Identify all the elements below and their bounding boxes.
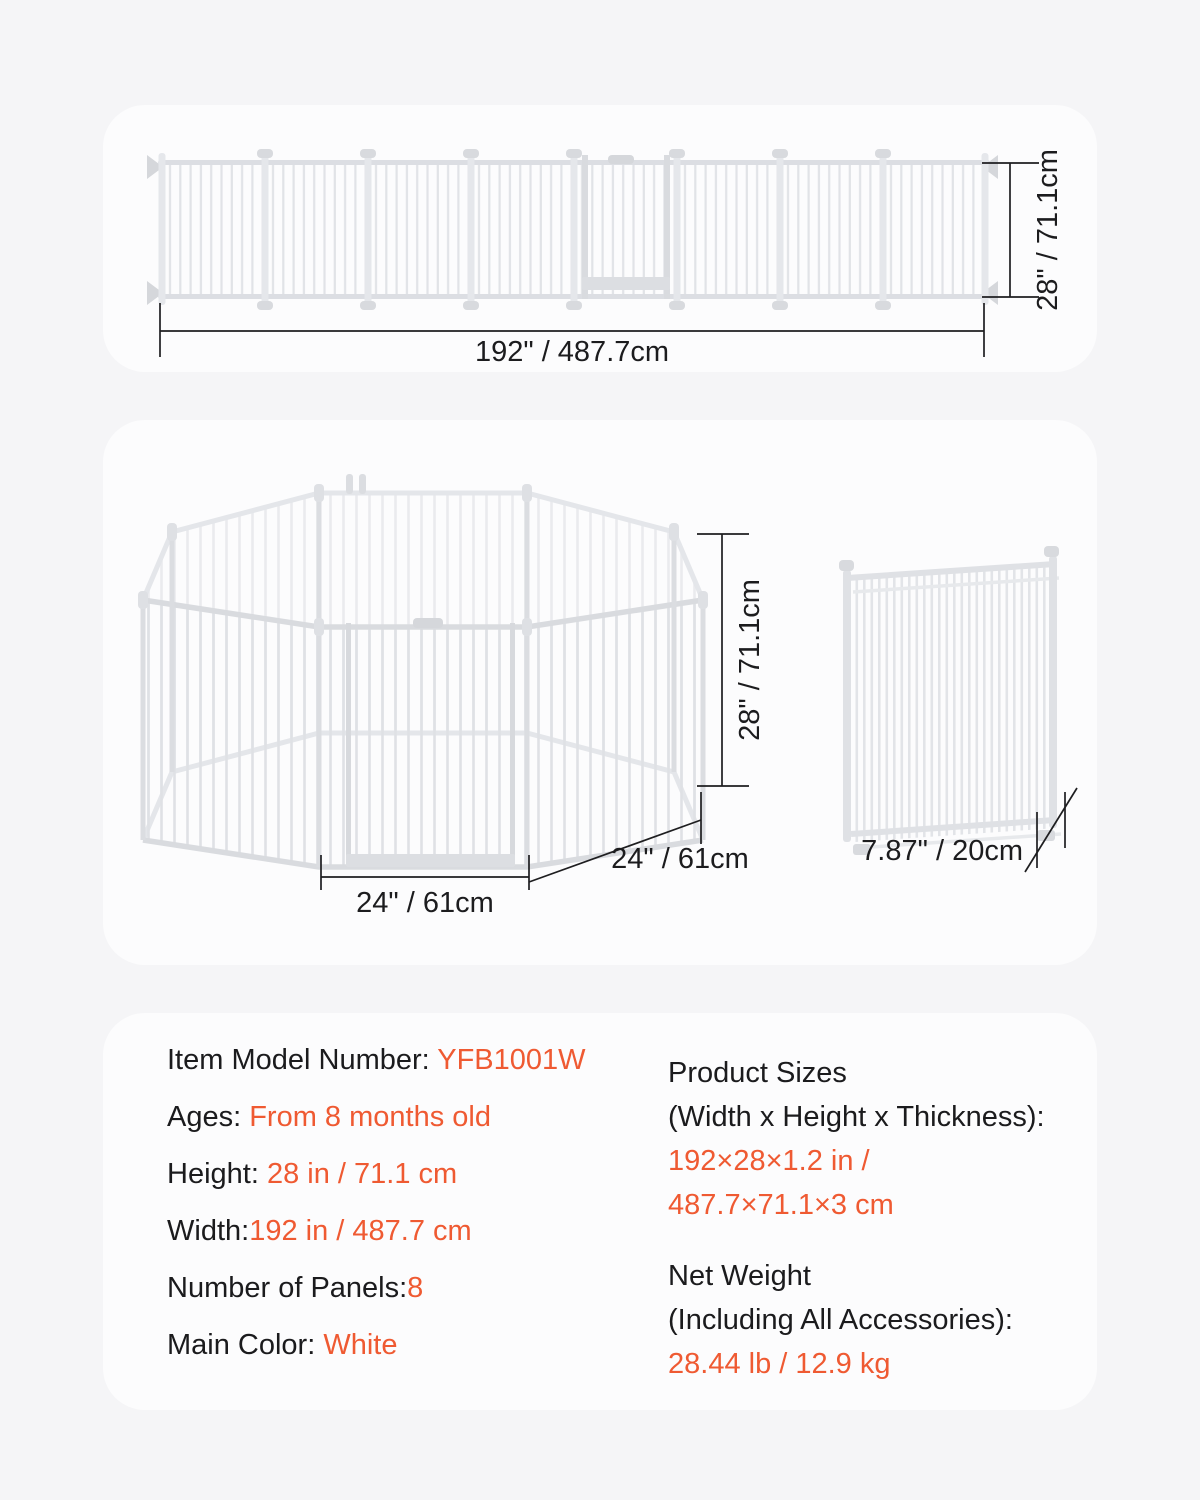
dim-label-folded-thickness: 7.87" / 20cm — [861, 835, 1023, 867]
pen-side-width-dimension — [528, 792, 702, 883]
folded-thickness-dimension — [1024, 787, 1078, 873]
spec-row-model: Item Model Number: YFB1001W — [167, 1045, 586, 1076]
flat-gate-diagram: 192" / 487.7cm 28" / 71.1cm — [147, 149, 1064, 368]
fence-posts — [158, 149, 989, 310]
stack-foot — [1037, 830, 1055, 841]
gate-door — [582, 155, 670, 299]
spec-heading: Net Weight — [668, 1260, 811, 1292]
spec-row-width: Width:192 in / 487.7 cm — [167, 1216, 586, 1247]
folded-stack — [839, 546, 1062, 855]
dim-label-pen-front-width: 24" / 61cm — [356, 887, 494, 919]
spec-label: Ages: — [167, 1101, 250, 1133]
spec-label: Height: — [167, 1158, 267, 1190]
spec-row-height: Height: 28 in / 71.1 cm — [167, 1159, 586, 1190]
pen-height-dimension — [697, 533, 749, 787]
spec-value: 28 in / 71.1 cm — [266, 1158, 458, 1190]
pen-front-width-dimension — [320, 855, 530, 890]
pen-latch-icon — [346, 474, 366, 494]
spec-column-right: Product Sizes (Width x Height x Thicknes… — [668, 1051, 1045, 1413]
pen-door — [346, 618, 515, 867]
playpen-panel: 28" / 71.1cm 24" / 61cm 24" / 61cm — [103, 420, 1097, 965]
dim-label-flat-height: 28" / 71.1cm — [1032, 149, 1064, 311]
dim-label-flat-width: 192" / 487.7cm — [475, 336, 669, 368]
flat-gate-panel: 192" / 487.7cm 28" / 71.1cm — [103, 105, 1097, 372]
spec-row-color: Main Color: White — [167, 1330, 586, 1361]
spec-column-left: Item Model Number: YFB1001W Ages: From 8… — [167, 1045, 586, 1387]
spec-block-net-weight: Net Weight (Including All Accessories): … — [668, 1254, 1045, 1386]
specs-panel: Item Model Number: YFB1001W Ages: From 8… — [103, 1013, 1097, 1410]
spec-label: Main Color: — [167, 1329, 324, 1361]
spec-row-ages: Ages: From 8 months old — [167, 1102, 586, 1133]
dim-label-pen-side-width: 24" / 61cm — [611, 843, 749, 875]
spec-value: From 8 months old — [249, 1101, 491, 1133]
spec-label: Width: — [167, 1215, 250, 1247]
spec-value: White — [323, 1329, 398, 1361]
wall-bracket-icon — [147, 155, 998, 305]
dim-label-pen-height: 28" / 71.1cm — [734, 579, 766, 741]
spec-heading: Product Sizes — [668, 1057, 847, 1089]
spec-value: 8 — [407, 1272, 424, 1304]
stack-foot — [853, 844, 871, 855]
spec-value: 192 in / 487.7 cm — [249, 1215, 472, 1247]
spec-value: 28.44 lb / 12.9 kg — [668, 1348, 891, 1380]
spec-label: Number of Panels: — [167, 1272, 408, 1304]
spec-heading: (Width x Height x Thickness): — [668, 1101, 1045, 1133]
pen-door-latch-icon — [413, 618, 443, 628]
pen-corner-posts — [138, 484, 708, 867]
spec-row-panels: Number of Panels:8 — [167, 1273, 586, 1304]
spec-value: YFB1001W — [437, 1044, 586, 1076]
playpen-front-panels — [142, 597, 704, 870]
spec-value: 487.7×71.1×3 cm — [668, 1189, 894, 1221]
height-dimension-lines — [982, 162, 1039, 298]
spec-heading: (Including All Accessories): — [668, 1304, 1013, 1336]
spec-label: Item Model Number: — [167, 1044, 438, 1076]
gate-latch-icon — [608, 155, 634, 164]
playpen-diagram: 28" / 71.1cm 24" / 61cm 24" / 61cm — [138, 474, 1078, 919]
spec-block-product-sizes: Product Sizes (Width x Height x Thicknes… — [668, 1051, 1045, 1227]
spec-value: 192×28×1.2 in / — [668, 1145, 870, 1177]
width-dimension-lines — [159, 303, 985, 357]
